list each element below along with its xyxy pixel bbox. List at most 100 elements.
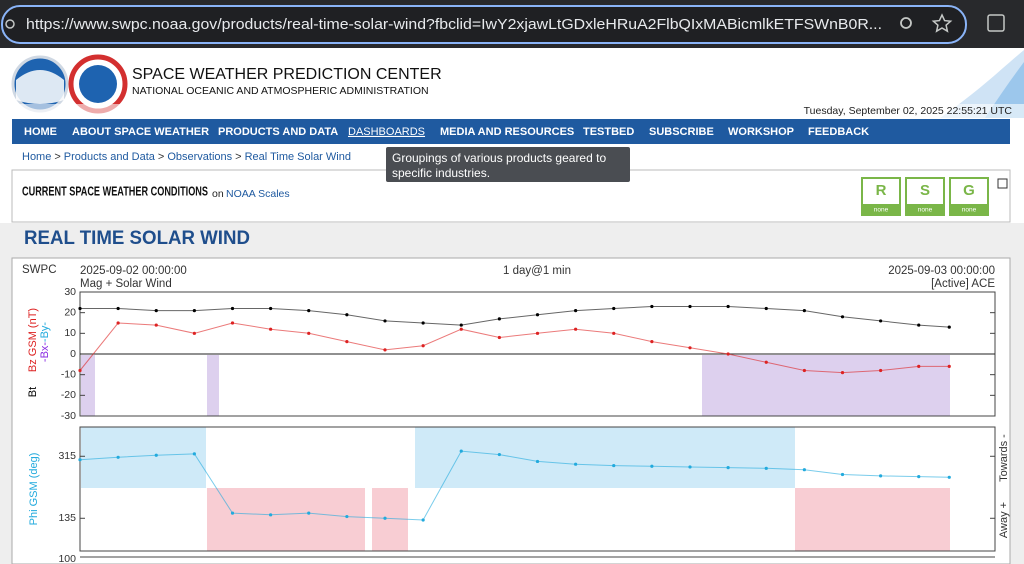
data-point (230, 321, 235, 325)
noaa-logo-wave (16, 70, 64, 104)
data-point (459, 327, 463, 331)
breadcrumb-separator: > (54, 151, 60, 163)
scale-status-bar (906, 204, 944, 215)
nav-item[interactable]: WORKSHOP (728, 126, 794, 138)
noaa-scales-link[interactable]: NOAA Scales (226, 188, 290, 200)
conditions-on: on (212, 188, 224, 200)
breadcrumb-separator: > (158, 151, 164, 163)
data-point (421, 321, 425, 325)
data-point (947, 364, 951, 368)
data-point (879, 474, 883, 478)
scale-status: none (874, 207, 889, 214)
data-point (764, 306, 768, 311)
breadcrumb-link[interactable]: Real Time Solar Wind (245, 151, 351, 163)
data-point (383, 319, 387, 323)
breadcrumb-link[interactable]: Observations (167, 151, 232, 163)
right-axis-label: Away + (998, 502, 1010, 538)
nav-bar (12, 119, 1010, 144)
data-point (764, 466, 768, 470)
site-subtitle: NATIONAL OCEANIC AND ATMOSPHERIC ADMINIS… (132, 85, 429, 97)
data-point (574, 327, 578, 331)
nav-item[interactable]: PRODUCTS AND DATA (218, 126, 338, 138)
tooltip: Groupings of various products geared to … (386, 147, 630, 182)
data-point (947, 325, 951, 329)
popout-icon[interactable] (997, 178, 1008, 189)
data-point (688, 465, 692, 469)
bookmark-icon[interactable] (931, 13, 953, 33)
url-text[interactable]: https://www.swpc.noaa.gov/products/real-… (26, 16, 882, 33)
bz-negative-shading (81, 355, 950, 416)
data-point (574, 309, 578, 313)
scale-letter: S (920, 182, 930, 199)
extensions-icon[interactable] (987, 14, 1005, 32)
data-point (535, 313, 540, 317)
data-point (192, 452, 196, 456)
y-tick-label: 135 (58, 512, 76, 524)
data-point (269, 306, 273, 311)
data-point (802, 368, 806, 373)
nav-item[interactable]: HOME (24, 126, 57, 138)
data-point (345, 313, 349, 317)
url-bar[interactable] (1, 5, 967, 44)
data-point (345, 514, 349, 519)
data-point (383, 516, 387, 520)
data-point (802, 309, 806, 313)
y-axis-label: Phi GSM (deg) (28, 453, 40, 526)
y-tick-label: 20 (64, 306, 76, 318)
y-axis-label: Bt (27, 387, 39, 397)
nav-item[interactable]: MEDIA AND RESOURCES (440, 126, 574, 138)
y-tick-label: 0 (70, 348, 76, 360)
breadcrumb-separator: > (235, 151, 241, 163)
data-point (497, 452, 501, 457)
nav-item[interactable]: FEEDBACK (808, 126, 869, 138)
data-point (535, 459, 540, 464)
data-point (78, 306, 82, 311)
y-tick-label: -20 (61, 389, 76, 401)
nav-item[interactable]: SUBSCRIBE (649, 126, 714, 138)
data-point (154, 453, 158, 457)
data-point (726, 304, 730, 309)
data-point (116, 321, 120, 325)
breadcrumb-link[interactable]: Home (22, 151, 51, 163)
nav-item[interactable]: DASHBOARDS (348, 126, 425, 138)
data-point (78, 368, 82, 373)
data-point (688, 304, 692, 309)
breadcrumb-link[interactable]: Products and Data (64, 151, 156, 163)
site-title: SPACE WEATHER PREDICTION CENTER (132, 66, 442, 83)
nws-logo-center (79, 65, 117, 103)
zoom-icon[interactable] (900, 17, 912, 29)
data-point (917, 364, 921, 368)
y-tick-label: 100 (58, 553, 76, 564)
data-point (307, 511, 311, 515)
y-tick-label: 10 (64, 327, 76, 339)
data-point (154, 309, 158, 313)
data-point (612, 306, 616, 311)
scale-letter: R (876, 182, 887, 199)
series-line (79, 450, 950, 521)
data-point (612, 463, 616, 468)
data-point (383, 348, 387, 352)
data-point (345, 340, 349, 344)
scale-status: none (962, 207, 977, 214)
nav-item[interactable]: TESTBED (583, 126, 634, 138)
data-point (497, 335, 501, 340)
data-point (802, 468, 806, 472)
data-point (421, 344, 425, 348)
data-point (947, 475, 951, 479)
data-point (535, 331, 540, 335)
nav-item[interactable]: ABOUT SPACE WEATHER (72, 126, 209, 138)
header-datetime: Tuesday, September 02, 2025 22:55:21 UTC (804, 105, 1013, 117)
data-point (840, 371, 845, 375)
data-point (726, 466, 730, 470)
data-point (650, 464, 654, 468)
data-point (459, 323, 463, 327)
data-point (307, 309, 311, 313)
site-info-icon[interactable] (5, 19, 15, 29)
y-axis-label: -Bx- (39, 342, 51, 363)
page-title: REAL TIME SOLAR WIND (24, 228, 250, 249)
data-point (917, 323, 921, 327)
data-point (840, 472, 845, 477)
data-point (726, 352, 730, 356)
data-point (78, 458, 82, 462)
